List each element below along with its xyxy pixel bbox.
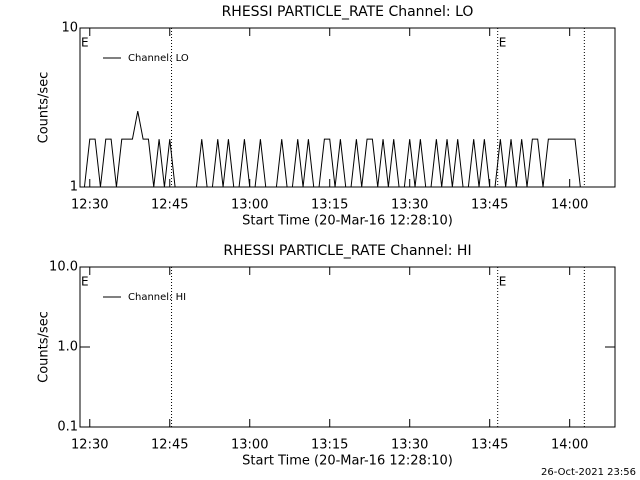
x-tick-label: 14:00 [551, 438, 588, 453]
x-tick-label: 12:30 [71, 438, 108, 453]
event-label: E [81, 275, 89, 289]
y-axis-label: Counts/sec [37, 72, 52, 144]
y-tick-label: 0.1 [57, 420, 78, 435]
event-label: E [81, 36, 89, 50]
chart-title: RHESSI PARTICLE_RATE Channel: LO [222, 4, 474, 20]
x-tick-label: 13:00 [231, 198, 268, 213]
event-label: E [499, 275, 507, 289]
footer: 26-Oct-2021 23:56 [541, 467, 636, 478]
x-tick-label: 13:15 [311, 198, 348, 213]
chart-title: RHESSI PARTICLE_RATE Channel: HI [223, 243, 471, 259]
x-axis-label: Start Time (20-Mar-16 12:28:10) [242, 454, 453, 469]
event-label: E [499, 36, 507, 50]
data-line [83, 111, 581, 188]
x-axis-label: Start Time (20-Mar-16 12:28:10) [242, 214, 453, 229]
y-axis-label: Counts/sec [37, 311, 52, 383]
x-tick-label: 14:00 [551, 198, 588, 213]
x-tick-label: 13:00 [231, 438, 268, 453]
y-tick-label: 10.0 [49, 260, 78, 275]
y-tick-label: 1.0 [57, 340, 78, 355]
legend-label: Channel: LO [128, 53, 189, 64]
x-tick-label: 13:30 [391, 198, 428, 213]
x-tick-label: 12:45 [151, 198, 188, 213]
x-tick-label: 13:45 [471, 198, 508, 213]
x-tick-label: 13:45 [471, 438, 508, 453]
y-tick-label: 1 [70, 180, 78, 195]
x-tick-label: 13:30 [391, 438, 428, 453]
x-tick-label: 12:30 [71, 198, 108, 213]
x-tick-label: 13:15 [311, 438, 348, 453]
legend-label: Channel: HI [128, 292, 186, 303]
x-tick-label: 12:45 [151, 438, 188, 453]
y-tick-label: 10 [61, 21, 78, 36]
